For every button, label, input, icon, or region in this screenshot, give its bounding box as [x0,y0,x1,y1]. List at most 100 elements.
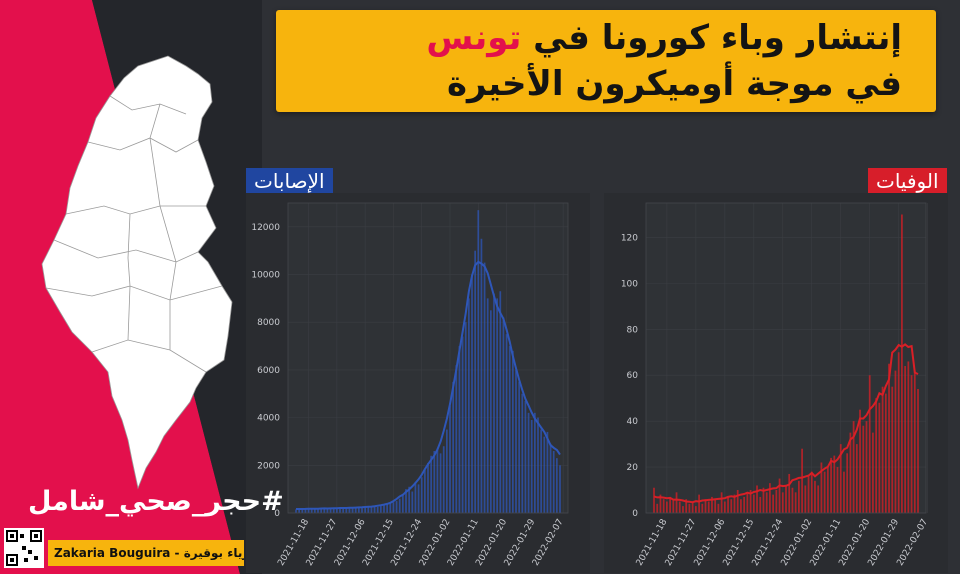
bar [339,507,341,513]
bar [817,485,820,513]
y-tick-label: 40 [627,417,639,427]
bar [373,505,376,513]
bar [508,346,511,513]
bar [810,471,813,513]
bar [852,421,855,513]
bar [298,508,300,513]
bar [336,508,338,513]
bar [743,496,746,513]
bar [471,274,473,513]
bar [698,494,700,513]
author-credit: Zakaria Bouguira - زكرياء بوقيرة [48,540,244,566]
bar [361,507,363,513]
bar [367,507,370,513]
bar [884,393,887,513]
bar [358,507,360,513]
y-tick-label: 8000 [257,318,280,328]
y-tick-label: 0 [274,509,280,519]
bar [464,322,467,513]
bar [461,336,464,513]
bar [433,451,436,513]
bar [493,293,495,513]
bar [395,501,398,513]
bar [711,496,713,513]
y-tick-label: 100 [621,279,638,289]
bar [424,470,426,513]
y-tick-label: 60 [627,371,639,381]
bar [653,487,655,513]
cases-chart-panel: 0 2000 4000 6000 8000 10000 12000 2021-11-18 202… [246,193,590,573]
bar [917,389,919,513]
title-line-2: في موجة أوميكرون الأخيرة [447,62,902,106]
bar [781,492,784,513]
bar [405,489,407,513]
bar [897,352,900,513]
bar [904,366,906,513]
bar [736,490,739,513]
bar [791,487,794,513]
bar [427,462,429,513]
bar [515,369,517,513]
bar [559,465,561,513]
bar [875,398,878,513]
bar [730,499,733,513]
bar [320,508,322,513]
bar [675,492,678,513]
plot-frame [287,202,569,514]
bar [414,482,417,513]
bar [723,501,726,513]
bar [913,370,916,513]
bar [775,490,778,513]
bar [849,432,852,513]
bar [383,504,385,513]
bar [477,210,480,513]
bar [862,425,865,513]
bar [458,346,461,513]
y-tick-label: 4000 [257,414,280,424]
bar [656,503,659,513]
bar [769,483,771,513]
bar [798,480,800,513]
bar [788,473,791,513]
bar [865,421,868,513]
y-tick-label: 12000 [251,223,280,233]
bar [878,402,881,513]
bar [348,507,351,513]
bar [430,455,432,513]
bar [446,429,448,513]
bar [669,496,671,513]
bar [746,492,749,513]
bar [804,485,807,513]
bar [449,405,451,513]
title-box: إنتشار وباء كورونا في تونس في موجة أوميك… [276,10,936,112]
bar [672,499,675,513]
bar [659,494,662,513]
bar [364,506,366,513]
y-tick-label: 20 [627,463,639,473]
trend-line [296,260,561,510]
bar [345,508,348,513]
bar [468,298,470,513]
bar [814,480,816,513]
bar [910,375,913,513]
bar [540,429,542,513]
title-line-1: إنتشار وباء كورونا في تونس [426,16,902,60]
bar [556,458,558,513]
bar [518,381,520,513]
title-highlight-corona: كورونا [601,18,710,58]
y-tick-label: 80 [627,325,639,335]
bar [907,361,910,513]
title-text-1a: إنتشار وباء [709,18,902,58]
bar [833,455,836,513]
deaths-tag: الوفيات [868,168,947,195]
bar [392,502,395,513]
title-text-1b: في [521,18,602,58]
bar [310,509,313,513]
y-tick-label: 2000 [257,461,280,471]
bar [304,508,307,513]
x-tick-label: 2022-02-07 [531,518,566,568]
bar [839,444,842,513]
bar [843,471,845,513]
plot-frame [645,202,927,514]
y-tick-label: 6000 [257,366,280,376]
